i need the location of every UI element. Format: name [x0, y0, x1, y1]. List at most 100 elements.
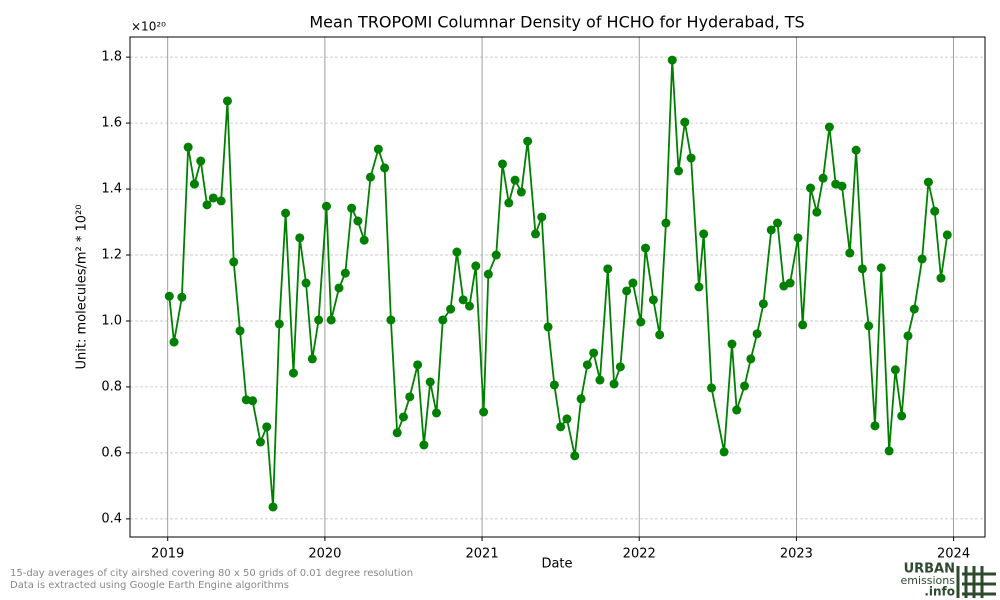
footnote: 15-day averages of city airshed covering…	[10, 568, 413, 579]
point	[183, 142, 193, 152]
point	[177, 292, 187, 302]
point	[758, 299, 768, 309]
point	[347, 203, 357, 213]
point	[248, 396, 258, 406]
point	[719, 447, 729, 457]
point	[314, 315, 324, 325]
point	[353, 216, 363, 226]
point	[824, 122, 834, 132]
point	[930, 206, 940, 216]
point	[615, 362, 625, 372]
point	[497, 159, 507, 169]
point	[523, 136, 533, 146]
point	[510, 175, 520, 185]
point	[359, 235, 369, 245]
point	[288, 368, 298, 378]
point	[864, 321, 874, 331]
point	[806, 183, 816, 193]
point	[196, 156, 206, 166]
point	[793, 233, 803, 243]
footnote: Data is extracted using Google Earth Eng…	[10, 580, 289, 591]
point	[766, 225, 776, 235]
point	[609, 379, 619, 389]
point	[694, 282, 704, 292]
point	[334, 283, 344, 293]
logo-text: emissions	[901, 574, 956, 587]
y-tick-label: 1.6	[101, 116, 122, 131]
point	[556, 422, 566, 432]
point	[479, 407, 489, 417]
point	[504, 198, 514, 208]
y-tick-label: 1.2	[101, 248, 122, 263]
point	[255, 437, 265, 447]
point	[576, 394, 586, 404]
point	[464, 301, 474, 311]
point	[452, 247, 462, 257]
plot-frame	[129, 36, 986, 538]
point	[562, 414, 572, 424]
point	[340, 268, 350, 278]
point	[857, 264, 867, 274]
point	[301, 278, 311, 288]
point	[208, 193, 218, 203]
point	[812, 207, 822, 217]
point	[398, 412, 408, 422]
point	[326, 315, 336, 325]
y-tick-label: 0.8	[101, 379, 122, 394]
x-tick-label: 2021	[466, 547, 499, 562]
point	[202, 200, 212, 210]
point	[268, 502, 278, 512]
point	[189, 179, 199, 189]
point	[483, 269, 493, 279]
logo: URBAN emissions .info	[901, 562, 996, 599]
x-tick-label: 2019	[151, 547, 184, 562]
point	[321, 201, 331, 211]
x-tick-label: 2024	[937, 547, 970, 562]
point	[798, 320, 808, 330]
point	[851, 145, 861, 155]
point	[438, 315, 448, 325]
point	[752, 329, 762, 339]
point	[262, 422, 272, 432]
point	[785, 278, 795, 288]
x-axis-label: Date	[541, 557, 572, 572]
point	[537, 212, 547, 222]
point	[686, 153, 696, 163]
point	[740, 381, 750, 391]
point	[773, 218, 783, 228]
point	[169, 337, 179, 347]
logo-text: .info	[924, 585, 955, 599]
point	[746, 354, 756, 364]
y-tick-label: 1.8	[101, 50, 122, 65]
point	[458, 295, 468, 305]
point	[680, 117, 690, 127]
point	[845, 248, 855, 258]
point	[164, 291, 174, 301]
point	[942, 230, 952, 240]
point	[628, 278, 638, 288]
point	[648, 295, 658, 305]
point	[661, 218, 671, 228]
point	[727, 339, 737, 349]
point	[405, 392, 415, 402]
y-tick-label: 1.4	[101, 182, 122, 197]
point	[707, 383, 717, 393]
point	[655, 330, 665, 340]
point	[890, 365, 900, 375]
point	[229, 257, 239, 267]
point	[281, 208, 291, 218]
logo-mark	[956, 566, 996, 598]
x-tick-label: 2023	[780, 547, 813, 562]
point	[884, 446, 894, 456]
point	[386, 315, 396, 325]
point	[530, 229, 540, 239]
point	[516, 187, 526, 197]
point	[603, 264, 613, 274]
x-tick-label: 2022	[623, 547, 656, 562]
point	[699, 229, 709, 239]
y-tick-label: 0.6	[101, 445, 122, 460]
point	[425, 377, 435, 387]
point	[222, 96, 232, 106]
point	[667, 55, 677, 65]
